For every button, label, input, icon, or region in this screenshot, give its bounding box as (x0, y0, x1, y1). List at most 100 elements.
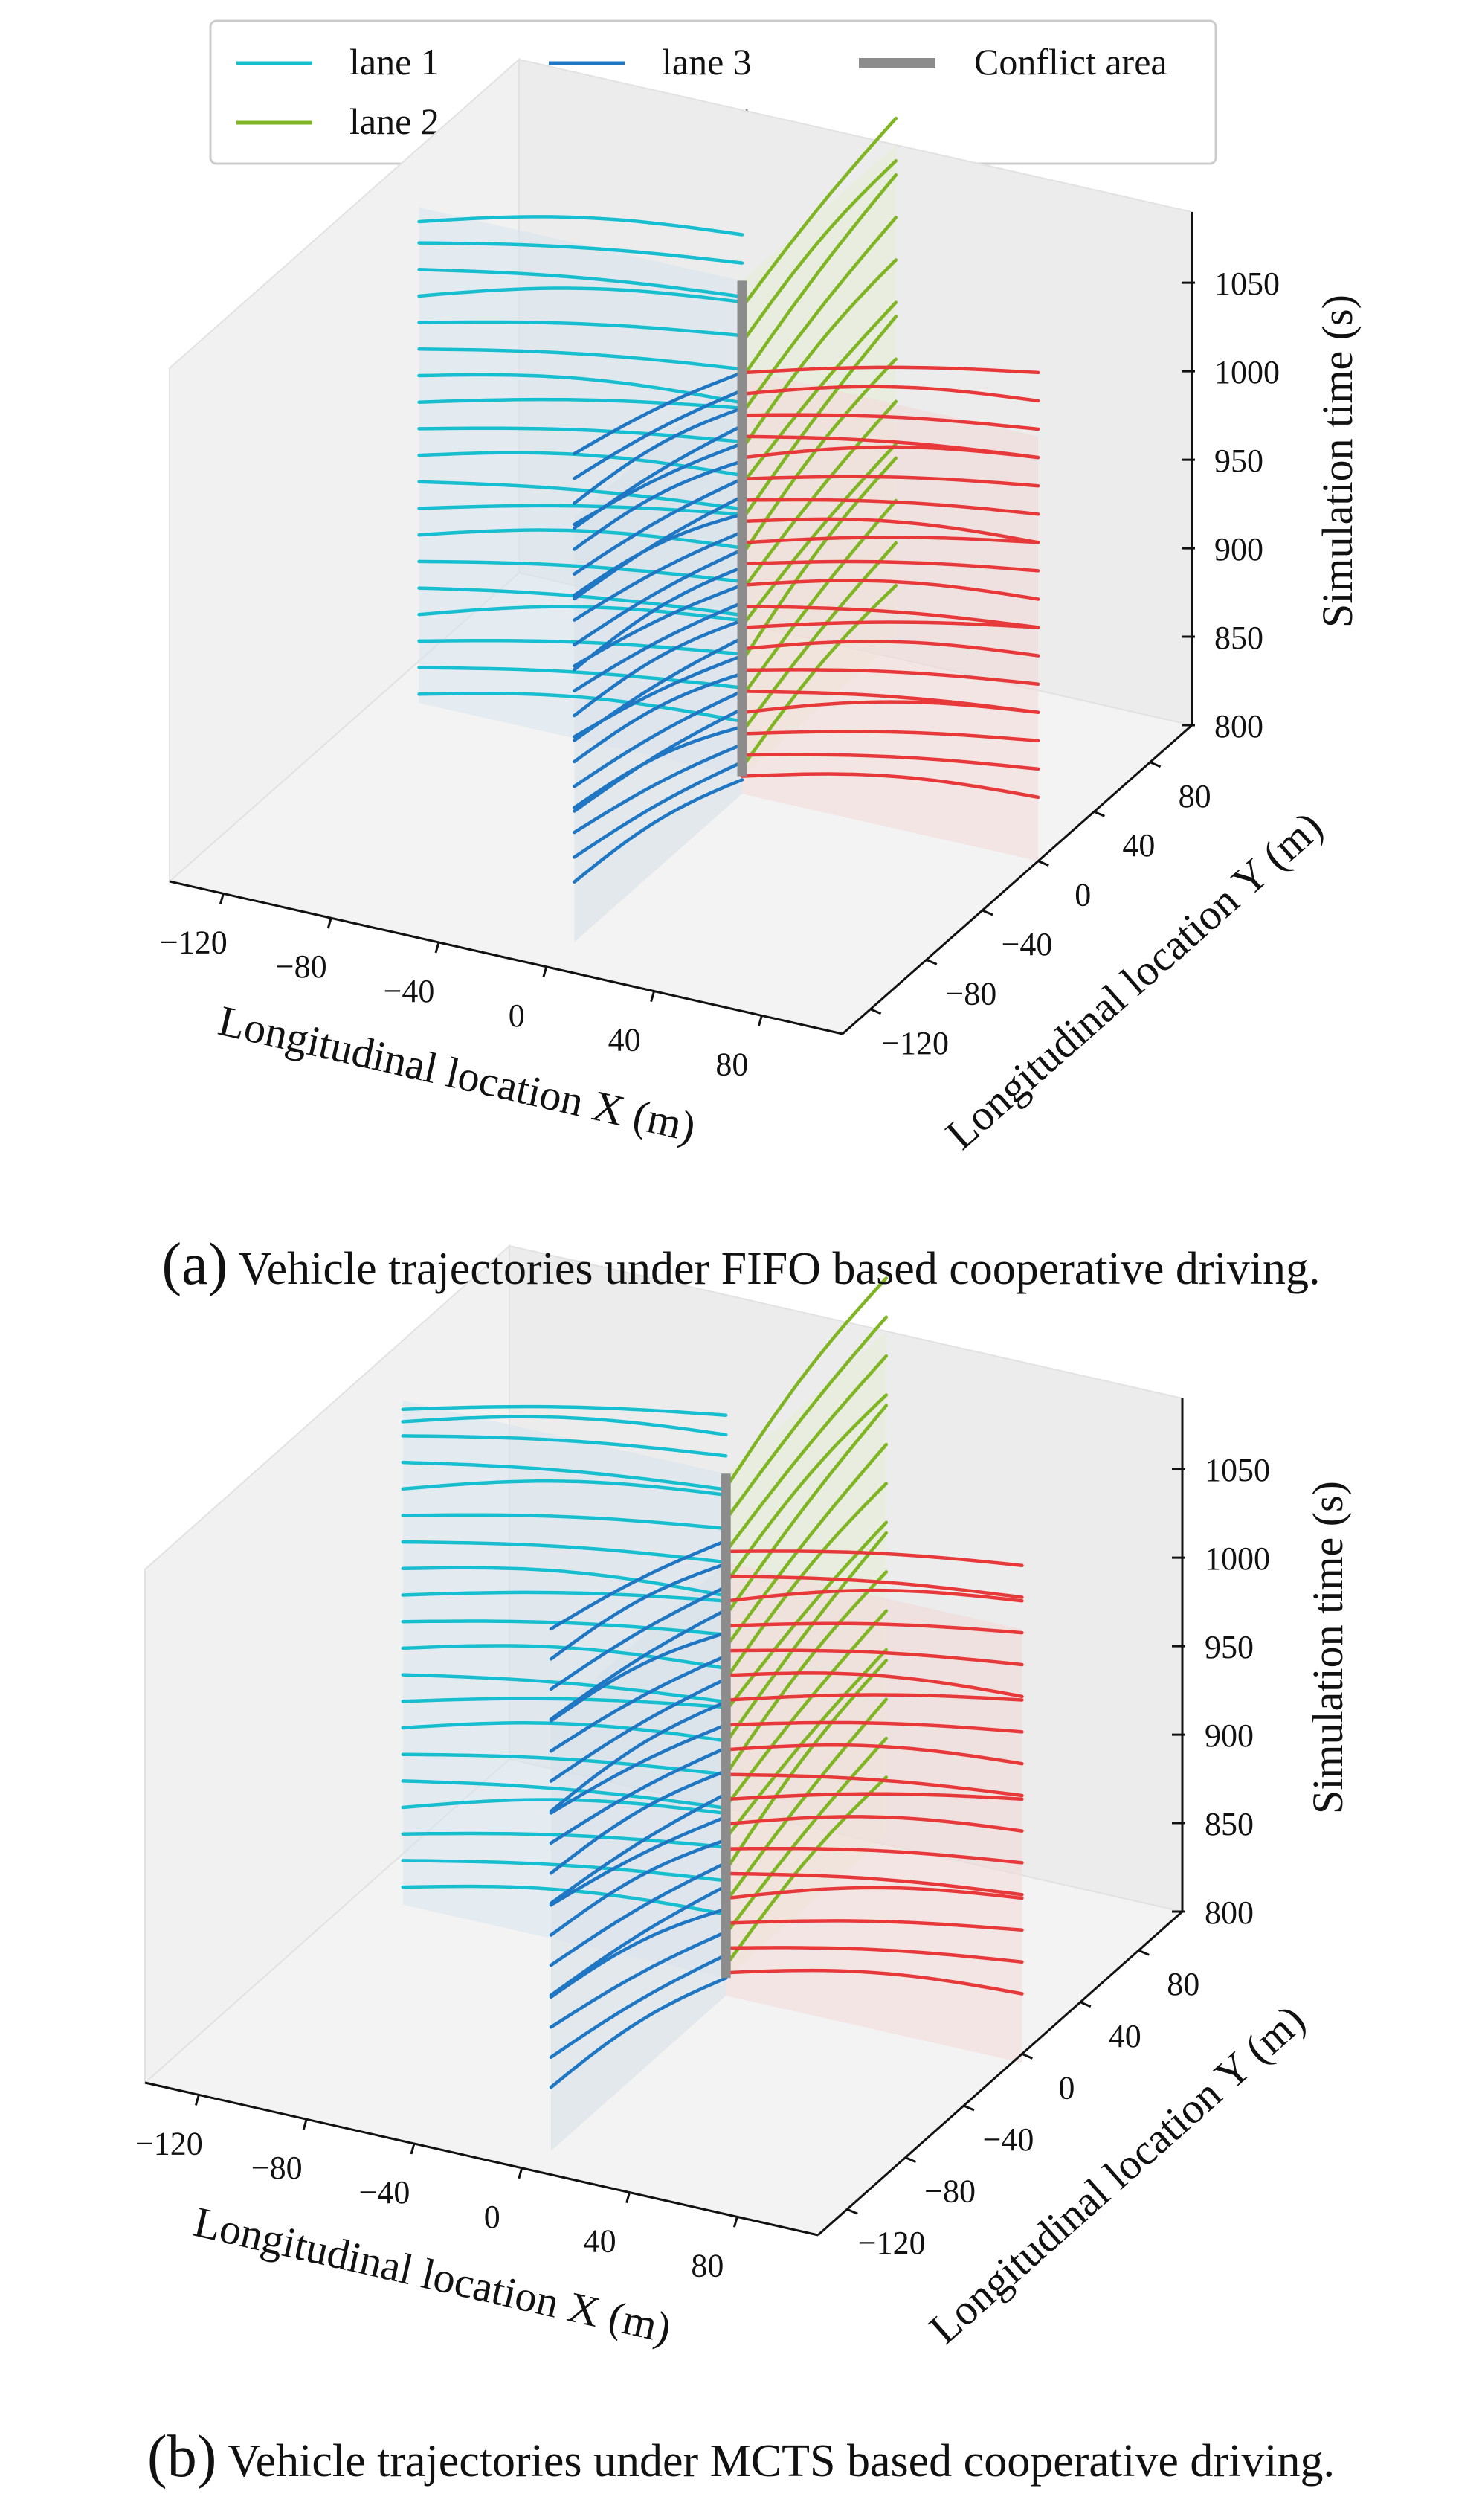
trajectory-line (549, 1585, 728, 1691)
trajectory-line (573, 370, 744, 456)
z-tick-label: 850 (1205, 1806, 1254, 1842)
trajectory-line (740, 498, 1040, 516)
trajectory-line (740, 604, 1040, 629)
trajectory-line (740, 579, 1040, 601)
x-tick-mark (757, 1015, 763, 1026)
trajectory-line (724, 1549, 1024, 1567)
caption-b: (b) Vehicle trajectories under MCTS base… (0, 2423, 1482, 2491)
x-tick-label: −80 (251, 2150, 303, 2186)
z-axis-label: Simulation time (s) (1313, 295, 1362, 628)
trajectory-line (401, 1590, 728, 1603)
trajectory-line (573, 636, 744, 742)
trajectory-line (740, 173, 898, 380)
x-tick-mark (302, 2118, 308, 2130)
trajectory-line (417, 286, 744, 304)
z-tick-label: 800 (1214, 708, 1263, 745)
caption-b-text: Vehicle trajectories under MCTS based co… (216, 2436, 1335, 2487)
trajectory-line (724, 1775, 889, 1967)
trajectory-line (724, 1968, 1024, 1996)
trajectory-line (724, 1354, 889, 1554)
trajectory-line (740, 498, 898, 698)
x-tick-label: 40 (584, 2223, 616, 2260)
trajectory-line (417, 480, 744, 511)
trajectory-line (417, 528, 744, 550)
z-tick-label: 800 (1205, 1894, 1254, 1931)
caption-a-text: Vehicle trajectories under FIFO based co… (228, 1244, 1321, 1294)
trajectory-line (417, 605, 744, 623)
trajectory-line (724, 1772, 1024, 1798)
y-tick-label: −120 (881, 1025, 949, 1061)
z-tick-label: 900 (1214, 531, 1263, 568)
trajectory-line (740, 315, 898, 521)
x-tick-mark (732, 2216, 738, 2228)
x-tick-label: 40 (608, 1022, 641, 1058)
trajectory-line (740, 456, 898, 663)
trajectory-line (549, 1884, 728, 1997)
trajectory-line (724, 1570, 889, 1776)
trajectory-line (573, 672, 744, 764)
trajectory-line (549, 1654, 728, 1753)
trajectory-line (417, 241, 744, 265)
y-tick-mark (905, 2156, 917, 2163)
x-tick-mark (194, 2094, 200, 2106)
y-tick-mark (1037, 860, 1049, 867)
trajectory-line (740, 475, 1040, 488)
trajectory-line (573, 424, 744, 530)
trajectory-line (740, 620, 1040, 629)
trajectory-line (401, 1434, 728, 1458)
trajectory-line (724, 1659, 889, 1872)
trajectory-line (549, 1907, 728, 1999)
trajectory-line (401, 1404, 728, 1417)
z-axis-label: Simulation time (s) (1304, 1481, 1352, 1814)
trajectory-line (740, 442, 898, 628)
trajectory-line (549, 1976, 728, 2089)
x-tick-label: −40 (384, 973, 435, 1009)
x-tick-label: 80 (715, 1046, 748, 1082)
trajectory-line (724, 1886, 1024, 1900)
trajectory-line (740, 541, 898, 734)
trajectory-line (724, 1648, 1024, 1667)
x-tick-label: 0 (509, 997, 525, 1034)
y-axis-line (817, 1910, 1183, 2237)
trajectory-line (549, 1562, 728, 1661)
trajectory-line (573, 388, 744, 480)
series-lane-2 (724, 1276, 889, 1967)
trajectory-line (724, 1720, 1024, 1734)
trajectory-line (549, 1723, 728, 1815)
x-tick-mark (326, 917, 332, 929)
x-tick-mark (625, 2192, 631, 2204)
caption-b-tag: (b) (147, 2424, 217, 2490)
trajectory-line (573, 742, 744, 835)
trajectory-line (724, 1871, 1024, 1897)
trajectory-line (724, 1792, 1024, 1801)
trajectory-line (740, 690, 1040, 714)
trajectory-line (724, 1671, 1024, 1699)
trajectory-line (549, 1861, 728, 1967)
trajectory-line (724, 1946, 1024, 1964)
trajectory-line (417, 320, 744, 338)
x-axis-line (144, 2081, 819, 2237)
trajectory-line (724, 1648, 889, 1840)
trajectory-line (417, 215, 744, 237)
series-lane-4 (740, 365, 1040, 800)
y-tick-label: −40 (1002, 926, 1053, 962)
trajectory-line (740, 559, 1040, 573)
trajectory-line (573, 406, 744, 505)
x-tick-label: −40 (359, 2174, 410, 2211)
trajectory-line (724, 1846, 1024, 1865)
y-tick-label: 40 (1109, 2018, 1141, 2054)
trajectory-line (724, 1315, 889, 1522)
z-tick-label: 950 (1214, 443, 1263, 479)
trajectory-line (740, 730, 1040, 743)
y-tick-mark (963, 2104, 975, 2112)
trajectory-line (740, 640, 1040, 658)
trajectory-line (740, 536, 1040, 544)
x-tick-mark (434, 942, 440, 954)
trajectory-line (740, 434, 1040, 460)
trajectory-line (401, 1479, 728, 1497)
trajectory-line (549, 1700, 728, 1813)
trajectory-line (573, 601, 744, 692)
trajectory-line (573, 707, 744, 813)
